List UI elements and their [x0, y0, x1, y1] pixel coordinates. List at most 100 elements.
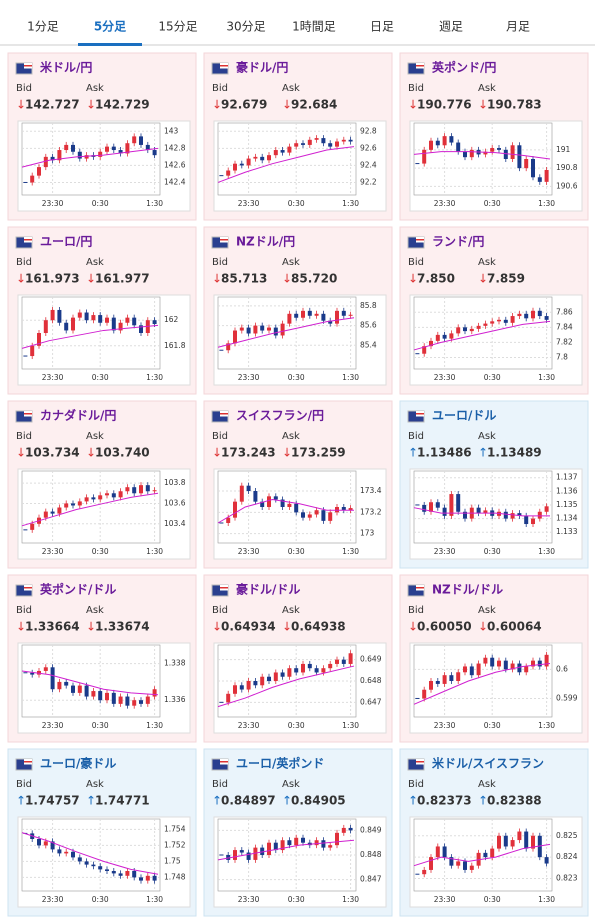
ask-value: 103.740: [95, 446, 150, 460]
candle: [415, 873, 420, 875]
candle: [118, 322, 123, 331]
y-tick-label: 103.8: [164, 478, 186, 487]
tab[interactable]: 30分足: [226, 20, 265, 34]
y-tick-label: 1.754: [164, 824, 186, 833]
candle: [294, 143, 299, 147]
candle: [280, 672, 285, 677]
pair-name[interactable]: 豪ドル/円: [236, 60, 288, 75]
candle: [233, 163, 237, 171]
pair-name[interactable]: ユーロ/豪ドル: [40, 756, 116, 771]
tab[interactable]: 週足: [439, 20, 463, 34]
tab[interactable]: 1時間足: [292, 20, 336, 34]
tab[interactable]: 5分足: [94, 19, 126, 34]
arrow: ↑: [478, 446, 488, 460]
plot-frame: [21, 296, 161, 370]
pair-name[interactable]: ユーロ/円: [40, 235, 92, 249]
tab[interactable]: 月足: [506, 20, 530, 34]
pair-name[interactable]: ランド/円: [432, 235, 484, 249]
candle: [260, 501, 265, 507]
ask-value: 0.64938: [291, 620, 346, 634]
candle: [98, 151, 103, 157]
candle: [77, 501, 82, 506]
candle: [524, 831, 529, 849]
y-tick-label: 92.6: [360, 143, 377, 152]
candle: [64, 144, 69, 151]
pair-name[interactable]: 米ドル/円: [40, 60, 92, 75]
x-tick-label: 0:30: [92, 895, 109, 904]
ask-label: Ask: [282, 779, 300, 790]
candle: [335, 310, 339, 324]
candle: [145, 875, 150, 881]
candle: [544, 169, 549, 182]
candle: [348, 139, 353, 142]
moving-average: [217, 665, 355, 708]
y-tick-label: 0.599: [556, 693, 578, 702]
candle: [537, 177, 542, 182]
candle: [246, 852, 251, 860]
pair-name[interactable]: 米ドル/スイスフラン: [432, 756, 544, 771]
candle: [139, 877, 143, 881]
pair-name[interactable]: スイスフラン/円: [236, 409, 324, 423]
candle: [280, 840, 285, 851]
y-tick-label: 0.647: [360, 697, 382, 706]
candle: [321, 840, 326, 848]
tab[interactable]: 15分足: [158, 20, 197, 34]
y-tick-label: 142.8: [164, 143, 186, 152]
pair-name[interactable]: 英ポンド/ドル: [40, 582, 116, 597]
pair-name[interactable]: 豪ドル/ドル: [236, 582, 300, 597]
candle: [84, 312, 89, 321]
pair-name[interactable]: ユーロ/英ポンド: [236, 756, 324, 771]
candle: [132, 317, 137, 326]
candle: [510, 145, 515, 159]
candle: [341, 827, 346, 833]
candle: [260, 847, 265, 855]
candle: [335, 507, 339, 513]
candle: [260, 676, 265, 686]
moving-average: [413, 843, 551, 867]
moving-average: [413, 320, 551, 351]
ask-value: 85.720: [291, 272, 337, 286]
ask-value: 161.977: [95, 272, 150, 286]
x-tick-label: 0:30: [92, 547, 109, 556]
x-tick-label: 1:30: [342, 721, 359, 730]
bid-label: Bid: [16, 431, 32, 442]
candle: [422, 149, 427, 164]
tab[interactable]: 日足: [370, 20, 394, 34]
candle: [125, 487, 130, 492]
y-tick-label: 173.4: [360, 486, 382, 495]
candle: [57, 309, 62, 323]
flag: [24, 65, 32, 67]
candle: [71, 503, 75, 506]
pair-name[interactable]: ユーロ/ドル: [432, 409, 496, 423]
pair-name[interactable]: NZドル/ドル: [432, 583, 503, 597]
bid-label: Bid: [212, 257, 228, 268]
pair-name[interactable]: NZドル/円: [236, 235, 295, 249]
tab[interactable]: 1分足: [27, 20, 59, 34]
candle: [253, 156, 258, 159]
candle: [30, 672, 35, 675]
pair-name[interactable]: 英ポンド/円: [432, 60, 496, 75]
candle: [497, 835, 501, 849]
moving-average: [21, 670, 159, 696]
y-tick-label: 103.4: [164, 519, 186, 528]
x-tick-label: 0:30: [484, 721, 501, 730]
arrow: ↑: [408, 446, 418, 460]
candle: [335, 832, 339, 846]
pair-name[interactable]: カナダドル/円: [40, 408, 116, 423]
